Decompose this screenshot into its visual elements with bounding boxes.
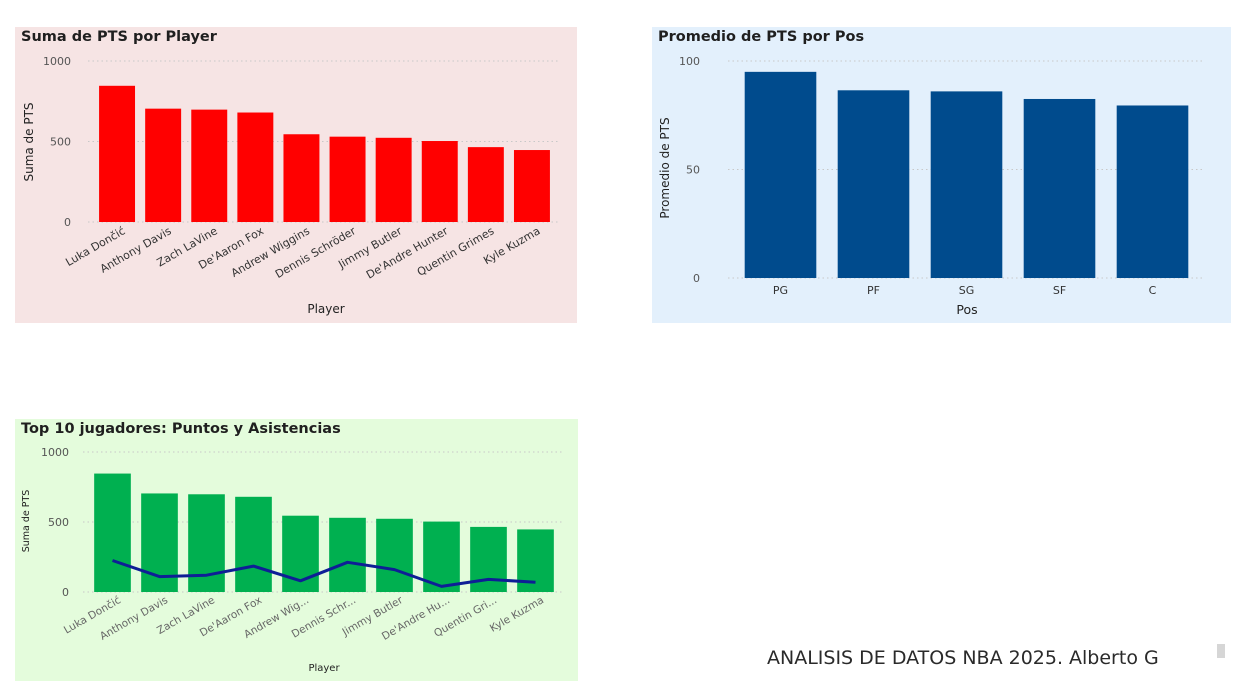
chart-pts-by-player[interactable]: Suma de PTS por Player 0 500 1000 Luka Donč… [15, 27, 577, 323]
x-axis-title: Player [307, 302, 344, 316]
chart-title: Promedio de PTS por Pos [658, 29, 865, 45]
y-tick-label: 50 [686, 164, 700, 177]
y-tick-label: 1000 [43, 55, 71, 68]
footer-caption: ANALISIS DE DATOS NBA 2025. Alberto G [767, 647, 1159, 669]
chart-title: Suma de PTS por Player [21, 29, 217, 45]
y-axis-title: Suma de PTS [21, 490, 32, 553]
bar [237, 112, 274, 222]
x-axis-title: Player [308, 663, 340, 674]
y-axis-title: Suma de PTS [22, 102, 36, 181]
x-tick-label: PG [773, 284, 788, 297]
x-tick-label: Quentin Grimes [415, 224, 497, 279]
bar [1023, 98, 1096, 278]
bar [188, 494, 225, 592]
x-tick-label: Andrew Wiggins [229, 224, 312, 280]
bar [1116, 105, 1189, 278]
bar [423, 521, 460, 592]
y-tick-label: 500 [48, 516, 69, 529]
y-tick-label: 100 [679, 55, 700, 68]
bar [329, 517, 366, 592]
bar [421, 141, 458, 222]
bar [145, 108, 182, 222]
bar [513, 150, 550, 222]
series-line [112, 559, 536, 588]
bar [467, 147, 504, 222]
chart-top10-pts-ast[interactable]: Top 10 jugadores: Puntos y Asistencias 0… [15, 419, 578, 681]
x-tick-label: C [1149, 284, 1157, 297]
bar [283, 134, 320, 222]
chart-title: Top 10 jugadores: Puntos y Asistencias [21, 421, 341, 437]
bar [99, 85, 136, 222]
y-axis-title: Promedio de PTS [658, 117, 672, 218]
y-tick-label: 500 [50, 136, 71, 149]
bar [94, 473, 131, 592]
x-tick-label: PF [867, 284, 880, 297]
y-tick-label: 1000 [41, 446, 69, 459]
x-tick-label: SG [959, 284, 975, 297]
chart-avg-pts-by-pos[interactable]: Promedio de PTS por Pos 0 50 100 PG PF SG SF C P… [652, 27, 1231, 323]
bar [375, 137, 412, 222]
x-axis-title: Pos [956, 302, 977, 317]
x-tick-label: Kyle Kuzma [488, 594, 546, 635]
scroll-handle [1217, 644, 1225, 658]
bar [191, 109, 228, 222]
y-tick-label: 0 [64, 216, 71, 229]
bar [376, 518, 413, 592]
y-tick-label: 0 [693, 272, 700, 285]
x-tick-label: De'Andre Hunter [364, 224, 451, 282]
chart-plot: 0 50 100 PG PF SG SF C Pos Promedio de PTS [658, 55, 1203, 317]
bar [744, 71, 817, 278]
y-tick-label: 0 [62, 586, 69, 599]
x-tick-label: SF [1053, 284, 1066, 297]
bar [329, 136, 366, 222]
bar [235, 496, 272, 592]
x-tick-label: Dennis Schröder [273, 224, 359, 281]
bar [930, 91, 1003, 278]
bar [837, 90, 910, 278]
